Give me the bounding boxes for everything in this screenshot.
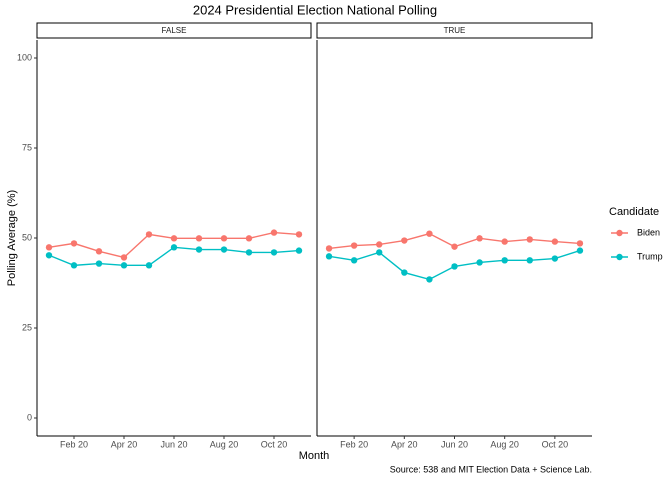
- data-point: [426, 276, 433, 283]
- data-point: [576, 247, 584, 254]
- facet-strip: [36, 22, 312, 39]
- data-point: [195, 246, 203, 253]
- caption: Source: 538 and MIT Election Data + Scie…: [390, 464, 592, 474]
- data-point: [551, 238, 559, 245]
- data-point: [70, 262, 78, 269]
- data-point: [451, 263, 458, 270]
- data-point: [376, 241, 383, 248]
- y-tick-label: 75: [22, 142, 32, 152]
- data-point: [120, 254, 128, 261]
- data-point: [220, 246, 228, 253]
- chart-title: 2024 Presidential Election National Poll…: [193, 2, 437, 17]
- y-tick-label: 50: [22, 232, 32, 242]
- data-point: [401, 237, 408, 244]
- data-point: [551, 255, 559, 262]
- x-axis-label: Month: [299, 450, 330, 462]
- legend-key-dot: [616, 229, 623, 237]
- data-point: [501, 257, 508, 264]
- data-point: [95, 248, 103, 255]
- data-point: [45, 244, 53, 251]
- data-point: [350, 242, 358, 249]
- data-point: [401, 269, 408, 276]
- y-axis-label: Polling Average (%): [6, 190, 18, 286]
- x-tick-label: Jun 20: [160, 439, 187, 449]
- data-point: [70, 240, 78, 247]
- data-point: [376, 249, 383, 256]
- legend-key-dot: [616, 253, 623, 261]
- data-point: [526, 257, 533, 264]
- x-tick-label: Aug 20: [490, 439, 519, 449]
- legend-title: Candidate: [609, 206, 659, 218]
- data-point: [195, 235, 203, 242]
- x-tick-label: Oct 20: [261, 439, 288, 449]
- x-tick-label: Oct 20: [542, 439, 569, 449]
- data-point: [476, 235, 483, 242]
- y-tick-label: 25: [22, 322, 32, 332]
- data-point: [95, 260, 103, 267]
- data-point: [476, 259, 483, 266]
- data-point: [245, 235, 253, 242]
- legend-label: Biden: [637, 227, 660, 237]
- x-tick-label: Apr 20: [391, 439, 418, 449]
- data-point: [576, 240, 584, 247]
- data-point: [295, 231, 303, 238]
- x-tick-label: Apr 20: [111, 439, 138, 449]
- data-point: [350, 257, 358, 264]
- data-point: [120, 262, 128, 269]
- data-point: [45, 252, 53, 259]
- data-point: [501, 238, 508, 245]
- data-point: [295, 247, 303, 254]
- facet-strip: [316, 22, 593, 39]
- data-point: [220, 235, 228, 242]
- data-point: [325, 253, 333, 260]
- data-point: [526, 236, 533, 243]
- y-tick-label: 0: [27, 412, 32, 422]
- data-point: [451, 243, 458, 250]
- legend-label: Trump: [637, 251, 663, 261]
- x-tick-label: Feb 20: [60, 439, 88, 449]
- data-point: [170, 244, 178, 251]
- x-tick-label: Aug 20: [210, 439, 239, 449]
- data-point: [245, 249, 253, 256]
- data-point: [270, 249, 278, 256]
- y-tick-label: 100: [17, 52, 32, 62]
- data-point: [426, 230, 433, 237]
- data-point: [325, 245, 333, 252]
- data-point: [145, 231, 153, 238]
- data-point: [170, 235, 178, 242]
- data-point: [270, 229, 278, 236]
- x-tick-label: Jun 20: [441, 439, 468, 449]
- x-tick-label: Feb 20: [340, 439, 368, 449]
- facet-label: FALSE: [162, 26, 187, 35]
- facet-label: TRUE: [444, 26, 466, 35]
- data-point: [145, 262, 153, 269]
